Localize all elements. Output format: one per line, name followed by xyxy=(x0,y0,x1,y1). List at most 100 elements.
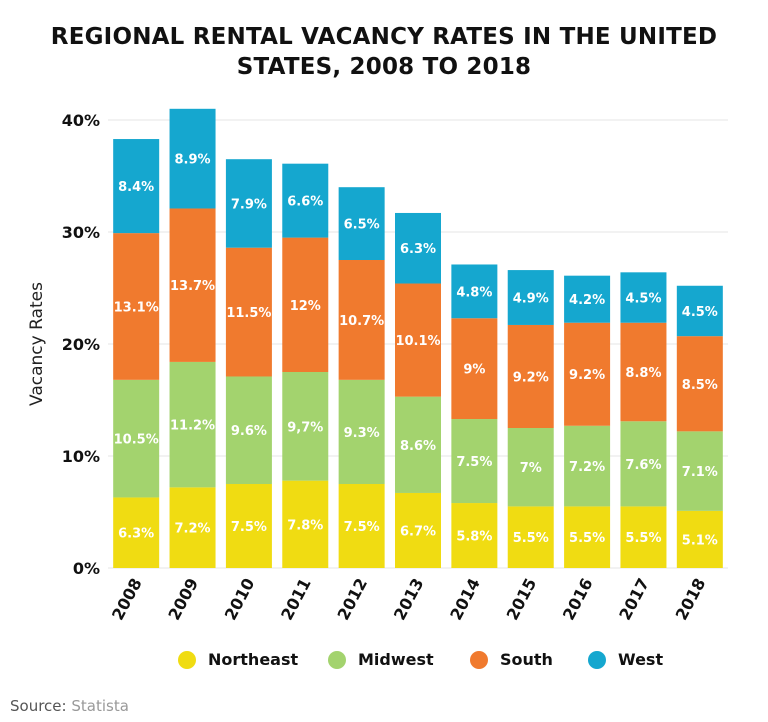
bar-segment-midwest-2016 xyxy=(564,425,611,507)
bar-segment-west-2016 xyxy=(564,275,611,323)
data-label-northeast-2014: 5.8% xyxy=(456,530,492,545)
data-label-midwest-2014: 7.5% xyxy=(456,455,492,470)
data-label-midwest-2017: 7.6% xyxy=(625,458,661,473)
data-label-west-2015: 4.9% xyxy=(513,292,549,307)
source-brand: Statista xyxy=(71,697,129,715)
x-tick-label: 2008 xyxy=(108,575,146,623)
bar-segment-south-2013 xyxy=(395,283,441,397)
data-label-midwest-2015: 7% xyxy=(520,461,542,476)
x-tick-label: 2010 xyxy=(221,575,259,623)
data-label-west-2009: 8.9% xyxy=(175,153,211,168)
data-label-west-2018: 4.5% xyxy=(682,305,718,320)
data-label-west-2016: 4.2% xyxy=(569,293,605,308)
bar-segment-south-2015 xyxy=(507,324,554,428)
data-label-west-2012: 6.5% xyxy=(344,218,380,233)
y-tick-label: 20% xyxy=(62,335,100,354)
data-label-south-2009: 13.7% xyxy=(170,279,215,294)
data-label-west-2011: 6.6% xyxy=(287,195,323,210)
bar-segment-south-2010 xyxy=(225,247,272,377)
bar-segment-midwest-2015 xyxy=(507,428,554,507)
bar-segment-west-2014 xyxy=(451,264,498,319)
data-label-south-2010: 11.5% xyxy=(226,306,271,321)
data-label-northeast-2012: 7.5% xyxy=(344,520,380,535)
bar-segment-northeast-2008 xyxy=(113,497,160,568)
bar-segment-midwest-2011 xyxy=(282,372,329,481)
bar-segment-south-2018 xyxy=(676,336,723,432)
y-tick-label: 40% xyxy=(62,111,100,130)
bar-segment-midwest-2018 xyxy=(676,431,723,511)
legend-item-west: West xyxy=(588,650,663,669)
legend-label-west: West xyxy=(618,650,664,669)
data-label-northeast-2017: 5.5% xyxy=(625,531,661,546)
x-tick-label: 2013 xyxy=(390,575,428,623)
bar-segment-northeast-2014 xyxy=(451,503,498,568)
bar-segment-west-2010 xyxy=(225,159,272,248)
legend-label-midwest: Midwest xyxy=(358,650,434,669)
y-axis: 0% 10% 20% 30% 40% Vacancy Rates xyxy=(27,111,100,578)
data-label-northeast-2013: 6.7% xyxy=(400,524,436,539)
x-tick-label: 2012 xyxy=(333,575,371,623)
bar-segment-midwest-2008 xyxy=(113,379,160,498)
data-label-west-2017: 4.5% xyxy=(625,292,661,307)
bar-segment-midwest-2013 xyxy=(395,396,441,493)
x-tick-label: 2017 xyxy=(615,575,653,623)
data-label-northeast-2010: 7.5% xyxy=(231,520,267,535)
bar-segment-south-2016 xyxy=(564,322,611,426)
data-label-south-2014: 9% xyxy=(463,363,485,378)
bar-segment-northeast-2012 xyxy=(338,484,385,568)
y-tick-label: 30% xyxy=(62,223,100,242)
y-tick-label: 10% xyxy=(62,447,100,466)
data-label-northeast-2015: 5.5% xyxy=(513,531,549,546)
data-label-west-2008: 8.4% xyxy=(118,180,154,195)
x-tick-label: 2009 xyxy=(164,575,202,623)
data-label-south-2011: 12% xyxy=(290,299,321,314)
legend-label-south: South xyxy=(500,650,553,669)
bar-segment-northeast-2016 xyxy=(564,506,611,568)
bar-segment-northeast-2015 xyxy=(507,506,554,568)
data-label-midwest-2011: 9,7% xyxy=(287,420,323,435)
legend-item-northeast: Northeast xyxy=(178,650,298,669)
data-label-midwest-2009: 11.2% xyxy=(170,419,215,434)
data-label-west-2014: 4.8% xyxy=(456,285,492,300)
bar-segment-northeast-2010 xyxy=(225,484,272,568)
bar-segment-south-2014 xyxy=(451,318,498,420)
x-tick-label: 2018 xyxy=(672,575,710,623)
bar-segment-west-2011 xyxy=(282,163,329,238)
bar-segment-northeast-2018 xyxy=(676,510,723,568)
bar-segment-south-2012 xyxy=(338,260,385,380)
y-tick-label: 0% xyxy=(73,559,100,578)
x-axis: 2008 2009 2010 2011 2012 2013 2014 2015 2016 2017… xyxy=(108,575,709,623)
data-label-south-2012: 10.7% xyxy=(339,314,384,329)
data-label-northeast-2018: 5.1% xyxy=(682,533,718,548)
bar-segment-west-2013 xyxy=(395,212,441,284)
bar-segment-west-2009 xyxy=(169,108,216,209)
bar-segment-midwest-2010 xyxy=(225,376,272,484)
x-tick-label: 2014 xyxy=(446,575,484,623)
data-label-south-2016: 9.2% xyxy=(569,368,605,383)
bar-segment-west-2017 xyxy=(620,272,667,323)
data-label-south-2013: 10.1% xyxy=(395,334,440,349)
data-label-south-2017: 8.8% xyxy=(625,366,661,381)
legend-item-south: South xyxy=(470,650,553,669)
bar-segment-west-2018 xyxy=(676,285,723,337)
bar-segment-west-2008 xyxy=(113,139,160,234)
bar-segment-south-2011 xyxy=(282,237,329,372)
bar-segment-south-2009 xyxy=(169,208,216,362)
data-label-northeast-2016: 5.5% xyxy=(569,531,605,546)
legend-swatch-south xyxy=(470,650,488,669)
chart-title: REGIONAL RENTAL VACANCY RATES IN THE UNI… xyxy=(50,24,718,80)
data-label-south-2015: 9.2% xyxy=(513,370,549,385)
x-tick-label: 2011 xyxy=(277,575,315,623)
data-label-midwest-2010: 9.6% xyxy=(231,424,267,439)
legend-swatch-midwest xyxy=(328,650,346,669)
legend-item-midwest: Midwest xyxy=(328,650,434,669)
bars: 6.3% 10.5% 13.1% 8.4% 7.2% 11.2% 13.7% 8.9% 7.5%… xyxy=(113,108,723,568)
bar-segment-midwest-2009 xyxy=(169,361,216,488)
bar-segment-northeast-2011 xyxy=(282,480,329,568)
data-label-northeast-2009: 7.2% xyxy=(175,522,211,537)
bar-segment-midwest-2012 xyxy=(338,379,385,484)
data-label-south-2008: 13.1% xyxy=(114,300,159,315)
legend-swatch-west xyxy=(588,650,606,669)
legend-label-northeast: Northeast xyxy=(208,650,299,669)
data-label-midwest-2008: 10.5% xyxy=(114,433,159,448)
